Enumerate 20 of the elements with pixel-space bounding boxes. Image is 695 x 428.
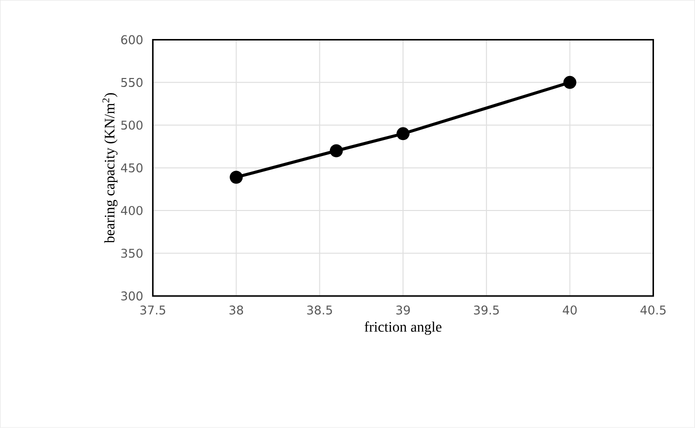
x-tick-label: 39.5	[474, 306, 499, 315]
y-tick-label: 300	[121, 292, 142, 301]
y-tick-label: 450	[120, 163, 142, 173]
point	[396, 127, 410, 140]
x-axis-title: friction angle	[364, 322, 442, 335]
x-tick-label: 38	[230, 306, 244, 315]
y-tick-label: 600	[121, 35, 142, 44]
x-tick-label: 37.5	[140, 306, 166, 315]
point	[330, 144, 343, 158]
y-tick-label: 400	[120, 206, 142, 216]
y-tick-label: 500	[121, 120, 142, 130]
y-tick-label: 350	[121, 248, 142, 258]
x-tick-label: 40	[562, 306, 577, 315]
y-axis-title: bearing capacity (KN/m$^{2}$)	[102, 93, 118, 244]
point	[230, 170, 243, 184]
y-tick-label: 550	[121, 78, 142, 88]
x-tick-label: 38.5	[307, 306, 332, 315]
point	[563, 76, 576, 90]
x-tick-label: 40.5	[640, 306, 666, 315]
x-tick-label: 39	[396, 306, 410, 315]
